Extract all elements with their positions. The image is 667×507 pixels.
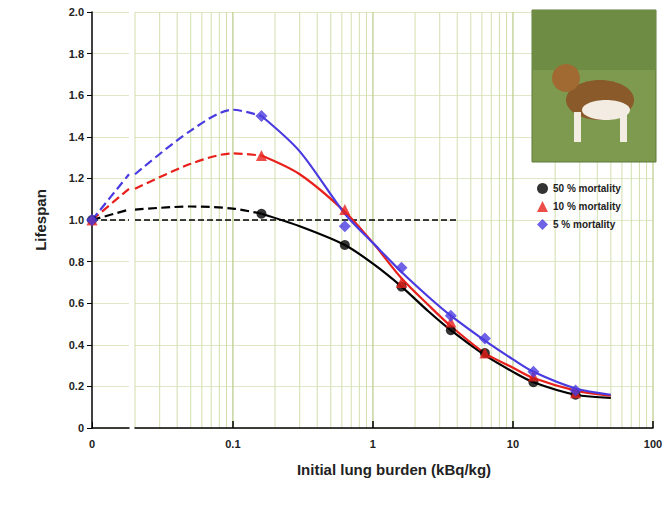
svg-text:1.8: 1.8: [69, 48, 84, 60]
svg-text:1.0: 1.0: [69, 214, 84, 226]
svg-text:0: 0: [89, 438, 95, 450]
svg-text:1: 1: [370, 438, 376, 450]
svg-text:0.2: 0.2: [69, 380, 84, 392]
svg-text:0.6: 0.6: [69, 297, 84, 309]
svg-text:1.2: 1.2: [69, 172, 84, 184]
svg-text:10 % mortality: 10 % mortality: [553, 201, 621, 212]
svg-text:Lifespan: Lifespan: [32, 189, 49, 251]
svg-text:10: 10: [507, 438, 519, 450]
svg-text:5 % mortality: 5 % mortality: [553, 219, 616, 230]
svg-text:0.8: 0.8: [69, 256, 84, 268]
svg-text:0.4: 0.4: [69, 339, 85, 351]
svg-text:50 % mortality: 50 % mortality: [553, 183, 621, 194]
svg-text:0.1: 0.1: [225, 438, 240, 450]
svg-text:1.4: 1.4: [69, 131, 85, 143]
svg-text:2.0: 2.0: [69, 6, 84, 18]
svg-text:100: 100: [644, 438, 662, 450]
svg-text:1.6: 1.6: [69, 89, 84, 101]
svg-text:Initial lung burden (kBq/kg): Initial lung burden (kBq/kg): [297, 461, 491, 478]
svg-text:0: 0: [78, 422, 84, 434]
